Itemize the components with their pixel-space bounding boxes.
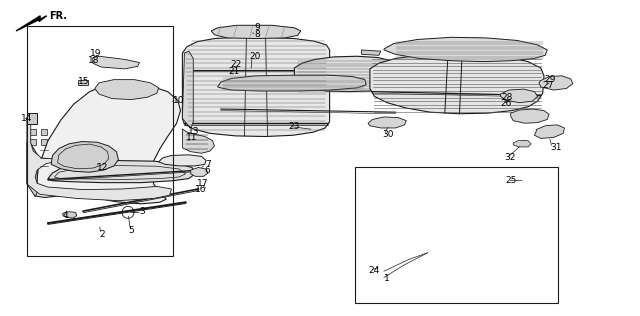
Text: 3: 3 (140, 207, 145, 216)
Polygon shape (48, 161, 195, 183)
Polygon shape (362, 50, 381, 55)
Text: 8: 8 (255, 30, 260, 39)
Text: FR.: FR. (49, 11, 67, 21)
Polygon shape (511, 109, 549, 123)
Text: 12: 12 (97, 163, 109, 172)
Text: 28: 28 (502, 93, 513, 102)
Text: 2: 2 (99, 230, 105, 239)
Text: 5: 5 (128, 226, 134, 235)
Text: 26: 26 (500, 99, 512, 108)
Polygon shape (534, 125, 564, 138)
Bar (27, 26, 173, 256)
Text: 20: 20 (250, 52, 261, 61)
Text: 19: 19 (90, 49, 101, 58)
Polygon shape (27, 143, 37, 197)
Bar (40, 129, 47, 135)
Bar (30, 129, 36, 135)
Bar (40, 139, 47, 145)
Polygon shape (35, 84, 180, 204)
Bar (355, 167, 558, 303)
Text: 16: 16 (195, 185, 207, 194)
Text: 22: 22 (230, 60, 242, 69)
Text: 25: 25 (506, 176, 517, 185)
Text: 23: 23 (288, 122, 300, 131)
Polygon shape (159, 155, 206, 166)
Polygon shape (27, 113, 37, 124)
Text: 13: 13 (188, 127, 199, 136)
Text: 6: 6 (205, 166, 211, 175)
Text: 18: 18 (88, 56, 100, 64)
Text: 9: 9 (255, 23, 260, 32)
Text: 32: 32 (504, 154, 516, 162)
Polygon shape (63, 212, 77, 218)
Polygon shape (368, 117, 406, 128)
Polygon shape (500, 89, 538, 103)
Polygon shape (539, 76, 573, 90)
Polygon shape (211, 25, 301, 39)
Polygon shape (16, 16, 47, 31)
Text: 24: 24 (368, 266, 380, 275)
Text: 21: 21 (228, 67, 240, 76)
Text: 27: 27 (543, 82, 554, 90)
Polygon shape (182, 51, 193, 128)
Text: 14: 14 (20, 114, 32, 123)
Text: 4: 4 (62, 211, 68, 220)
Polygon shape (370, 54, 544, 114)
Polygon shape (513, 141, 531, 147)
Text: 11: 11 (186, 133, 197, 142)
Polygon shape (182, 85, 243, 114)
Polygon shape (191, 167, 208, 176)
Text: 31: 31 (550, 143, 562, 152)
Text: 15: 15 (78, 77, 90, 86)
Text: 30: 30 (382, 131, 394, 139)
Polygon shape (182, 129, 214, 153)
Text: 1: 1 (384, 274, 390, 283)
Polygon shape (27, 117, 172, 201)
Polygon shape (95, 80, 159, 100)
Polygon shape (182, 37, 330, 137)
Polygon shape (78, 80, 88, 85)
Polygon shape (51, 142, 118, 172)
Bar (30, 139, 36, 145)
Text: 7: 7 (205, 160, 211, 169)
Polygon shape (294, 56, 398, 92)
Text: 29: 29 (544, 75, 556, 84)
Polygon shape (93, 56, 140, 69)
Polygon shape (384, 37, 547, 62)
Text: 10: 10 (173, 96, 185, 105)
Text: 17: 17 (196, 179, 208, 188)
Polygon shape (218, 75, 366, 91)
